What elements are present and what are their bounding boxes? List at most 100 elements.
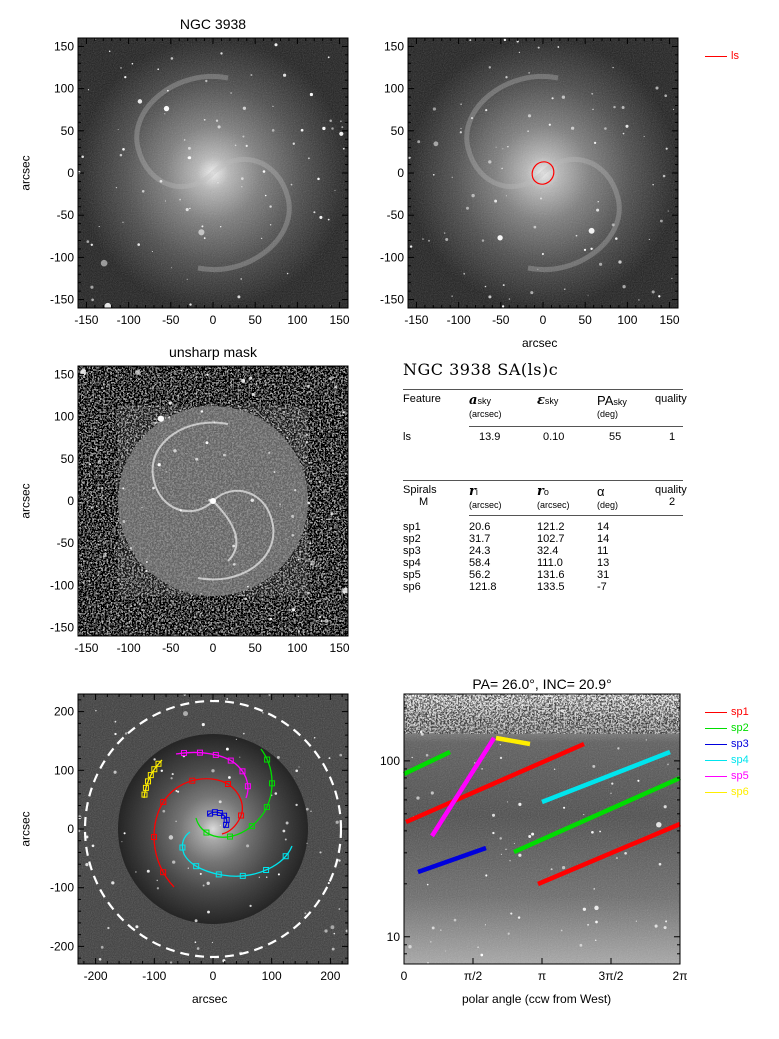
x-tick-label: -100 xyxy=(117,641,141,655)
star xyxy=(575,234,578,237)
star xyxy=(426,883,429,886)
star xyxy=(272,105,274,108)
star xyxy=(207,910,210,914)
x-tick-label: 0 xyxy=(401,969,408,983)
star xyxy=(310,560,316,566)
spirals-image-panel: -200 -100 0 100 200 200 100 0 -100 -200 xyxy=(50,693,349,983)
star xyxy=(145,560,148,564)
star xyxy=(665,920,668,923)
star xyxy=(305,456,308,459)
star xyxy=(612,66,614,69)
star xyxy=(139,602,141,605)
star xyxy=(466,206,469,210)
star xyxy=(524,731,527,733)
star xyxy=(470,117,474,120)
arc-sp5 xyxy=(175,751,249,799)
star xyxy=(265,876,268,878)
star xyxy=(124,732,128,735)
star xyxy=(610,792,612,795)
arc-marker xyxy=(142,784,149,791)
star xyxy=(329,119,332,123)
star xyxy=(451,176,453,178)
panel-title-polar: PA= 26.0°, INC= 20.9° xyxy=(472,676,612,692)
spiral-cell-name: sp6 xyxy=(403,581,421,593)
star xyxy=(194,919,198,923)
star xyxy=(597,201,599,203)
star xyxy=(318,615,322,619)
star xyxy=(119,153,123,157)
star xyxy=(239,756,241,758)
star xyxy=(596,704,598,706)
star xyxy=(249,904,252,908)
star xyxy=(276,755,280,759)
star xyxy=(440,929,442,931)
star xyxy=(300,128,304,132)
feature-e: 0.10 xyxy=(543,431,565,443)
star xyxy=(291,533,294,537)
star xyxy=(90,285,94,289)
spiral-row: sp5 56.2 131.6 31 xyxy=(403,569,683,581)
arc-marker xyxy=(223,821,230,828)
star xyxy=(334,386,337,389)
star xyxy=(663,805,667,809)
star xyxy=(658,295,661,298)
star xyxy=(128,609,131,612)
spiral-row: sp6 121.8 133.5 -7 xyxy=(403,581,683,593)
arc-marker xyxy=(147,772,154,779)
star xyxy=(80,369,87,376)
star xyxy=(306,433,308,436)
star xyxy=(654,924,658,928)
star xyxy=(499,837,502,840)
spiral-cell-ro: 32.4 xyxy=(537,545,559,557)
star xyxy=(667,763,669,766)
star xyxy=(122,147,125,151)
star xyxy=(111,881,115,885)
star xyxy=(432,107,436,111)
star xyxy=(594,939,597,942)
star xyxy=(656,821,662,828)
star xyxy=(205,79,208,83)
star xyxy=(469,39,472,42)
star xyxy=(185,208,189,212)
x-tick-label: 100 xyxy=(287,641,307,655)
star xyxy=(202,884,205,887)
arc-marker xyxy=(160,798,167,805)
star xyxy=(460,127,462,130)
star xyxy=(635,920,637,922)
x-tick-label: -200 xyxy=(84,969,108,983)
spiral-cell-alpha: 11 xyxy=(597,545,609,557)
spiral-quality-header: quality 2 xyxy=(655,484,687,508)
arc-marker xyxy=(264,756,271,763)
star xyxy=(87,89,90,91)
star xyxy=(245,144,248,148)
legend-item-ls: ls xyxy=(705,48,739,64)
star xyxy=(444,232,446,234)
star xyxy=(260,237,263,240)
star xyxy=(502,284,505,287)
star xyxy=(596,208,600,212)
star xyxy=(425,753,429,757)
x-tick-label: -50 xyxy=(492,313,510,327)
star xyxy=(433,141,439,147)
star xyxy=(121,841,123,843)
star xyxy=(671,277,673,280)
x-tick-label: 100 xyxy=(617,313,637,327)
star xyxy=(325,596,328,599)
star xyxy=(497,235,503,241)
legend-item-sp2: sp2 xyxy=(705,720,749,736)
x-tick-label: 50 xyxy=(249,313,263,327)
star xyxy=(129,546,133,550)
legend-item-sp6: sp6 xyxy=(705,784,749,800)
star xyxy=(662,174,666,178)
star xyxy=(530,291,534,295)
star xyxy=(664,94,667,97)
star xyxy=(477,946,479,949)
star xyxy=(507,932,510,935)
y-tick-label: 100 xyxy=(54,82,74,96)
star xyxy=(157,415,165,422)
star xyxy=(262,711,264,714)
star xyxy=(215,119,219,122)
star xyxy=(232,563,236,566)
star xyxy=(195,457,199,461)
star xyxy=(541,252,544,256)
